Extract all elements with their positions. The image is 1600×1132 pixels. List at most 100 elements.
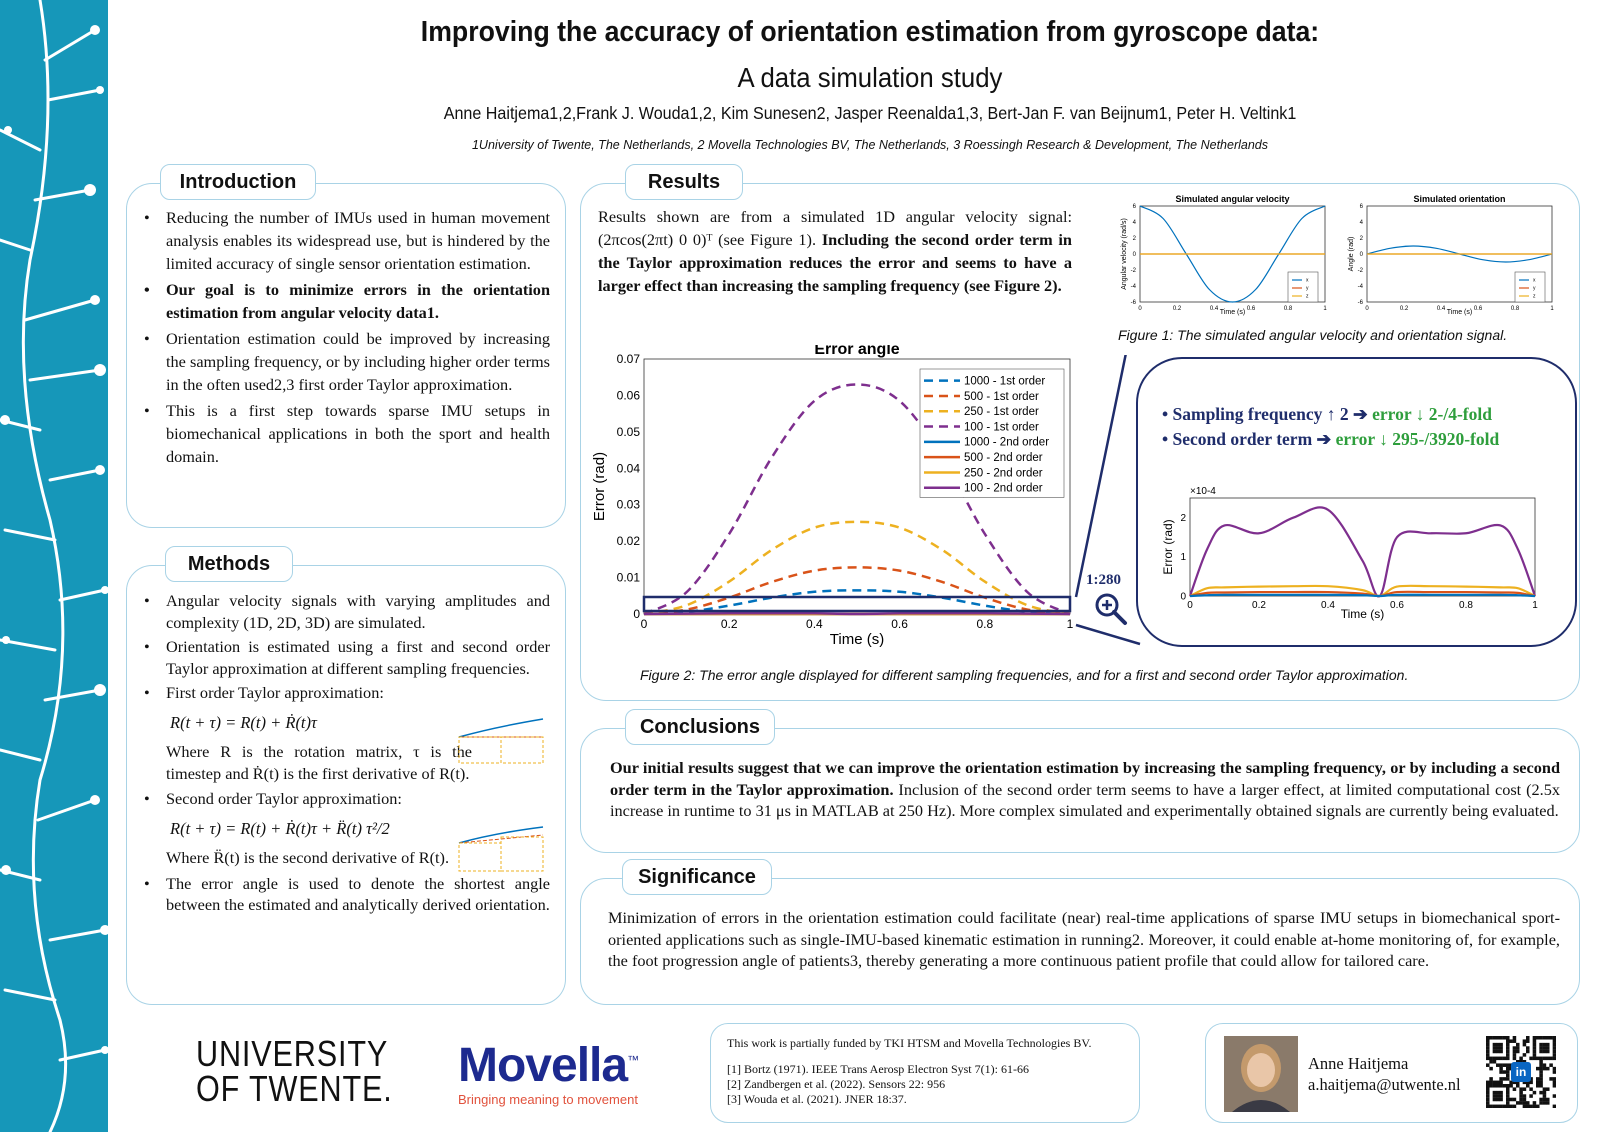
y-tick-label: 0.01 — [617, 571, 641, 585]
qr-module — [1549, 1077, 1553, 1081]
qr-module — [1552, 1056, 1556, 1061]
qr-module — [1512, 1039, 1517, 1043]
qr-module — [1492, 1046, 1497, 1050]
y-tick-label: 4 — [1360, 220, 1364, 226]
qr-module — [1496, 1080, 1500, 1085]
qr-module — [1506, 1042, 1510, 1047]
legend-box — [1514, 271, 1546, 303]
qr-module — [1539, 1066, 1543, 1071]
qr-module — [1532, 1036, 1537, 1040]
y-axis-label: Angular velocity (rad/s) — [1121, 218, 1128, 290]
qr-module — [1506, 1084, 1510, 1088]
qr-module — [1506, 1101, 1510, 1105]
intro-bullet-4: This is a first step towards sparse IMU … — [142, 399, 550, 468]
callout-2-a: Second order term ➔ — [1172, 429, 1336, 449]
y-tick-label: 0.05 — [617, 425, 641, 439]
qr-module — [1512, 1080, 1517, 1085]
qr-module — [1486, 1090, 1490, 1095]
qr-module — [1522, 1060, 1527, 1064]
y-tick-label: -2 — [1131, 268, 1137, 274]
introduction-list: Reducing the number of IMUs used in huma… — [142, 206, 550, 471]
qr-module — [1539, 1046, 1543, 1050]
qr-module — [1496, 1090, 1500, 1095]
y-tick-label: -6 — [1131, 300, 1137, 306]
qr-module — [1526, 1080, 1530, 1085]
qr-module — [1516, 1060, 1520, 1064]
qr-module — [1506, 1063, 1510, 1067]
x-tick-label: 0.8 — [1284, 306, 1293, 312]
series-line-0 — [1188, 506, 1537, 598]
plot-area — [1189, 497, 1536, 597]
chart-error-angle: Error angle 0 0.2 0.4 0.6 0.8 1 0 0.01 0.02 0.03 0.… — [591, 345, 1074, 648]
chart-title: Simulated angular velocity — [1175, 194, 1289, 204]
qr-module — [1539, 1056, 1543, 1061]
qr-module — [1532, 1049, 1537, 1054]
chart-angular-velocity: Simulated angular velocity 0 0.2 0.4 0.6 0.8 1… — [1121, 194, 1327, 316]
x-tick-label: 0.4 — [1437, 306, 1446, 312]
qr-module — [1552, 1084, 1556, 1088]
qr-module — [1529, 1094, 1533, 1098]
legend-label-2: z — [1306, 294, 1309, 300]
chart-orientation: Simulated orientation 0 0.2 0.4 0.6 0.8 1 -6 -4 -… — [1348, 194, 1554, 316]
qr-module — [1526, 1049, 1530, 1054]
x-tick-label: 0.6 — [1474, 306, 1483, 312]
legend-label-7: 100 - 2nd order — [964, 483, 1043, 495]
qr-module — [1502, 1084, 1507, 1088]
intro-bullet-2: Our goal is to minimize errors in the or… — [142, 278, 550, 324]
contact-email[interactable]: a.haitjema@utwente.nl — [1308, 1075, 1461, 1094]
qr-module — [1516, 1080, 1520, 1085]
qr-module — [1506, 1046, 1510, 1050]
x-tick-label: 0 — [1365, 306, 1369, 312]
figure1-caption: Figure 1: The simulated angular velocity… — [1118, 327, 1508, 343]
contact-name: Anne Haitjema — [1308, 1054, 1409, 1073]
qr-module — [1522, 1039, 1527, 1043]
reference-3: [3] Wouda et al. (2021). JNER 18:37. — [727, 1092, 907, 1106]
x-tick-label: 0.8 — [1511, 306, 1520, 312]
qr-module — [1532, 1042, 1537, 1047]
plant-silhouette-decoration — [0, 0, 108, 1132]
qr-module — [1509, 1084, 1513, 1088]
qr-module — [1496, 1056, 1500, 1061]
x-tick-label: 1 — [1550, 306, 1554, 312]
qr-module — [1512, 1087, 1517, 1091]
qr-module — [1502, 1056, 1507, 1061]
qr-module — [1506, 1070, 1510, 1074]
qr-module — [1522, 1053, 1527, 1057]
y-tick-label: 1 — [1180, 552, 1186, 563]
series-line-1 — [643, 566, 1071, 616]
qr-module — [1486, 1046, 1490, 1050]
results-heading: Results — [625, 164, 743, 200]
y-tick-label: 0 — [1360, 252, 1364, 258]
qr-module — [1516, 1046, 1520, 1050]
zoom-connector — [1074, 355, 1141, 646]
qr-module — [1486, 1101, 1490, 1105]
qr-module — [1529, 1056, 1533, 1061]
x-tick-label: 0.2 — [721, 617, 738, 631]
qr-module — [1489, 1080, 1493, 1085]
contact-panel — [1205, 1023, 1578, 1123]
decorative-side-band — [0, 0, 108, 1132]
reference-2: [2] Zandbergen et al. (2022). Sensors 22… — [727, 1077, 946, 1091]
qr-module — [1552, 1046, 1556, 1050]
series-line-3 — [643, 383, 1071, 616]
qr-module — [1499, 1042, 1503, 1047]
equation-second-order: R(t + τ) = R(t) + Ṙ(t)τ + R̈(t) τ²/2 — [170, 818, 390, 838]
qr-module — [1486, 1080, 1490, 1085]
methods-bullet-2: Orientation is estimated using a first a… — [142, 636, 550, 679]
x-tick-label: 0.4 — [1321, 600, 1335, 611]
qr-module — [1552, 1066, 1556, 1071]
results-text-bold: Including the second order term in the T… — [598, 230, 1072, 295]
qr-module — [1512, 1036, 1517, 1040]
qr-module — [1522, 1101, 1527, 1105]
x-tick-label: 0 — [1187, 600, 1193, 611]
linkedin-icon[interactable]: in — [1511, 1062, 1531, 1082]
qr-module — [1516, 1101, 1520, 1105]
qr-module — [1532, 1056, 1537, 1061]
qr-module — [1539, 1070, 1543, 1074]
significance-heading: Significance — [622, 859, 772, 895]
methods-list-a: Angular velocity signals with varying am… — [142, 590, 550, 704]
qr-module — [1552, 1036, 1556, 1040]
funding-references-content: This work is partially funded by TKI HTS… — [727, 1036, 1127, 1107]
qr-module — [1519, 1094, 1523, 1098]
qr-module — [1542, 1042, 1547, 1047]
